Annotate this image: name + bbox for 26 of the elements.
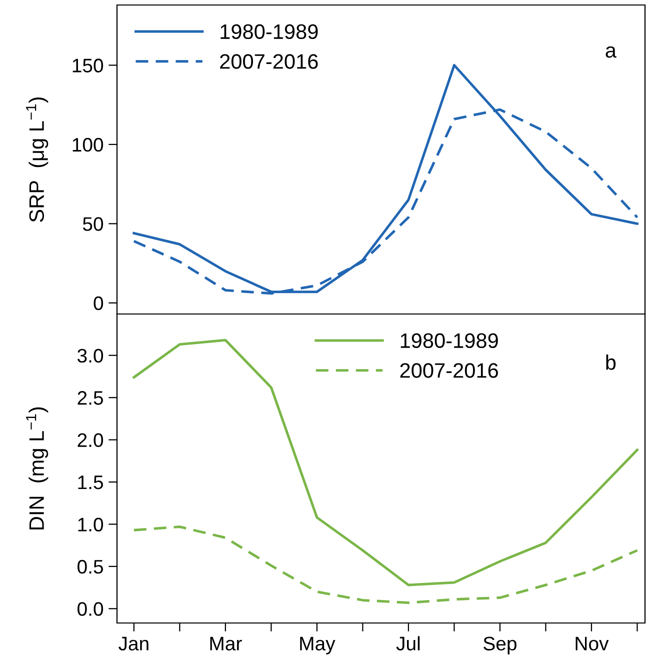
x-tick-label: Nov xyxy=(576,636,609,650)
line-series xyxy=(132,526,638,604)
x-tick-label: Sep xyxy=(484,636,516,654)
x-tick-label: Mar xyxy=(210,636,242,650)
y-tick-label: 50 xyxy=(82,217,104,231)
y-tick-label: 1.0 xyxy=(78,518,104,532)
y-tick-label: 0.5 xyxy=(78,560,103,574)
y-tick-label: 0 xyxy=(94,296,104,310)
annotation: b xyxy=(606,354,616,370)
y-tick-label: 2.5 xyxy=(78,391,103,405)
legend-label: 1980-1989 xyxy=(400,333,498,348)
y-tick-label: 2.0 xyxy=(78,433,104,448)
legend-label: 2007-2016 xyxy=(400,363,498,378)
legend-label: 2007-2016 xyxy=(220,54,318,69)
y-tick-label: 3.0 xyxy=(78,348,104,363)
y-axis-title: DIN (mg L$^{−1}$) xyxy=(26,407,48,530)
x-tick-label: Jan xyxy=(118,636,148,650)
y-axis-title: SRP (μg L$^{−1}$) xyxy=(26,98,48,222)
annotation: a xyxy=(606,46,616,58)
y-tick-label: 100 xyxy=(72,138,104,152)
y-tick-label: 1.5 xyxy=(78,476,103,490)
y-tick-label: 0.0 xyxy=(78,602,104,616)
x-tick-label: Jul xyxy=(396,636,420,650)
x-tick-label: May xyxy=(300,636,336,654)
y-tick-label: 150 xyxy=(72,58,104,72)
legend-label: 1980-1989 xyxy=(220,24,318,40)
